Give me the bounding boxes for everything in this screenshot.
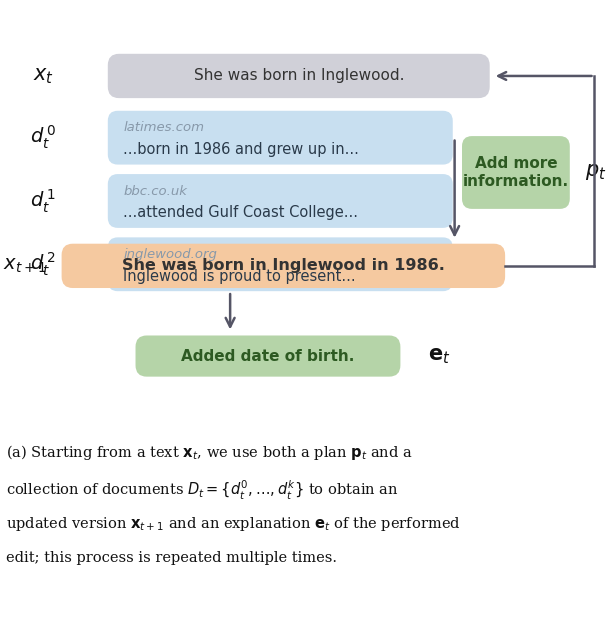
Text: Added date of birth.: Added date of birth. xyxy=(181,349,355,363)
Text: Inglewood is proud to present...: Inglewood is proud to present... xyxy=(123,268,356,284)
Text: edit; this process is repeated multiple times.: edit; this process is repeated multiple … xyxy=(6,551,337,565)
Text: $\mathit{x}_{t+1}$: $\mathit{x}_{t+1}$ xyxy=(3,256,46,275)
Text: $\mathit{d}_t^{\,1}$: $\mathit{d}_t^{\,1}$ xyxy=(30,187,56,215)
FancyBboxPatch shape xyxy=(108,111,453,165)
Text: $\mathit{d}_t^{\,2}$: $\mathit{d}_t^{\,2}$ xyxy=(30,251,56,278)
Text: collection of documents $D_t = \{d_t^0, \ldots, d_t^k\}$ to obtain an: collection of documents $D_t = \{d_t^0, … xyxy=(6,479,399,503)
Text: updated version $\mathbf{x}_{t+1}$ and an explanation $\mathbf{e}_t$ of the perf: updated version $\mathbf{x}_{t+1}$ and a… xyxy=(6,515,461,533)
Text: $\mathit{p}_t$: $\mathit{p}_t$ xyxy=(585,163,607,182)
FancyBboxPatch shape xyxy=(108,237,453,291)
Text: She was born in Inglewood.: She was born in Inglewood. xyxy=(193,68,404,84)
Text: bbc.co.uk: bbc.co.uk xyxy=(123,185,187,197)
Text: ...born in 1986 and grew up in...: ...born in 1986 and grew up in... xyxy=(123,142,359,157)
Text: ...attended Gulf Coast College...: ...attended Gulf Coast College... xyxy=(123,205,358,220)
FancyBboxPatch shape xyxy=(62,244,505,288)
FancyBboxPatch shape xyxy=(108,174,453,228)
FancyBboxPatch shape xyxy=(136,335,400,377)
Text: Add more
information.: Add more information. xyxy=(463,156,569,189)
Text: She was born in Inglewood in 1986.: She was born in Inglewood in 1986. xyxy=(122,258,445,273)
Text: (a) Starting from a text $\mathbf{x}_t$, we use both a plan $\mathbf{p}_t$ and a: (a) Starting from a text $\mathbf{x}_t$,… xyxy=(6,443,413,462)
FancyBboxPatch shape xyxy=(462,136,570,209)
Text: $\mathbf{e}_t$: $\mathbf{e}_t$ xyxy=(428,346,451,366)
Text: $\mathit{d}_t^{\,0}$: $\mathit{d}_t^{\,0}$ xyxy=(30,124,56,151)
Text: latimes.com: latimes.com xyxy=(123,122,204,134)
FancyBboxPatch shape xyxy=(108,54,490,98)
Text: inglewood.org: inglewood.org xyxy=(123,248,217,261)
Text: $\mathit{x}_t$: $\mathit{x}_t$ xyxy=(33,66,54,86)
